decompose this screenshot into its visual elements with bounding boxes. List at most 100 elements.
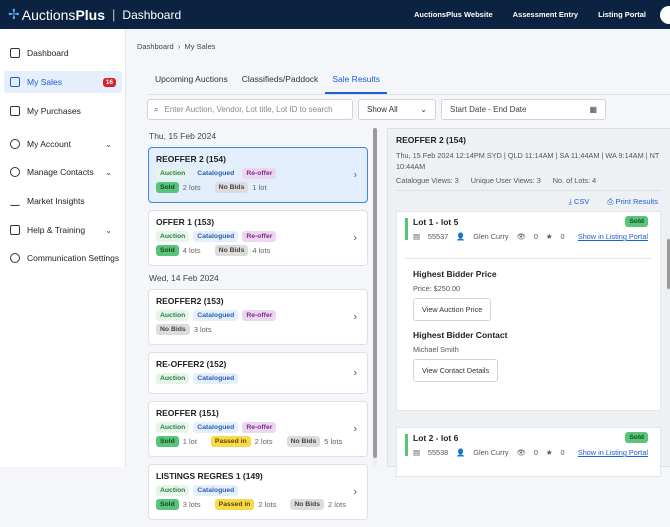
tab-upcoming-auctions[interactable]: Upcoming Auctions xyxy=(155,74,228,84)
status-bar xyxy=(405,434,408,456)
reoffer-tag: Re-offer xyxy=(242,310,277,321)
print-results-button[interactable]: ⎙ Print Results xyxy=(607,197,658,207)
status-badge: Sold xyxy=(625,216,648,227)
search-input[interactable]: ⌕ Enter Auction, Vendor, Lot title, Lot I… xyxy=(147,99,353,120)
link-listing-portal[interactable]: Listing Portal xyxy=(598,10,646,19)
tag-row: Auction Catalogued xyxy=(156,373,360,384)
sold-tag: Sold xyxy=(156,436,179,447)
show-filter-select[interactable]: Show All ⌄ xyxy=(358,99,436,120)
sidebar-item-communication-settings[interactable]: Communication Settings xyxy=(4,247,122,269)
bag-icon xyxy=(10,106,20,116)
reoffer-tag: Re-offer xyxy=(242,231,277,242)
star-icon: ★ xyxy=(545,232,553,241)
date-range-input[interactable]: Start Date - End Date ▦ xyxy=(441,99,606,120)
section-title: Dashboard xyxy=(122,7,182,22)
link-assessment[interactable]: Assessment Entry xyxy=(512,10,579,19)
user-icon: 👤 xyxy=(456,448,466,457)
logo[interactable]: ✢ Auctions Plus xyxy=(8,6,105,23)
auction-tag: Auction xyxy=(156,485,190,496)
sale-card[interactable]: REOFFER (151) Auction Catalogued Re-offer So… xyxy=(148,401,368,457)
calendar-icon: ▦ xyxy=(589,105,597,114)
sale-title: REOFFER (151) xyxy=(156,408,219,418)
sale-card[interactable]: OFFER 1 (153) Auction Catalogued Re-offer So… xyxy=(148,210,368,266)
chevron-right-icon: › xyxy=(353,367,357,379)
label: Help & Training xyxy=(27,225,86,235)
show-in-listing-portal-link[interactable]: Show in Listing Portal xyxy=(577,448,648,457)
tag-row: Auction Catalogued xyxy=(156,485,360,496)
label: My Account xyxy=(27,139,71,149)
csv-label: CSV xyxy=(573,197,590,206)
csv-button[interactable]: ⤓ CSV xyxy=(569,197,590,207)
reoffer-tag: Re-offer xyxy=(242,168,277,179)
sidebar-item-help-training[interactable]: Help & Training ⌄ xyxy=(4,219,122,241)
list-icon xyxy=(10,77,20,87)
lot-user: Glen Curry xyxy=(473,232,509,241)
sale-card[interactable]: REOFFER2 (153) Auction Catalogued Re-offer N… xyxy=(148,289,368,345)
sidebar-item-manage-contacts[interactable]: Manage Contacts ⌄ xyxy=(4,161,122,183)
doc-icon: ▤ xyxy=(413,232,420,241)
sidebar-item-dashboard[interactable]: Dashboard xyxy=(4,42,122,64)
sold-tag: Sold xyxy=(156,182,179,193)
sidebar-item-my-purchases[interactable]: My Purchases xyxy=(4,100,122,122)
catalogued-tag: Catalogued xyxy=(193,168,239,179)
tag-row: Auction Catalogued Re-offer xyxy=(156,168,360,179)
sidebar-item-market-insights[interactable]: Market Insights xyxy=(4,190,122,212)
tab-sale-results[interactable]: Sale Results xyxy=(325,72,388,94)
no-bids-tag: No Bids xyxy=(214,182,249,193)
lot-count: No. of Lots: 4 xyxy=(552,176,597,185)
lot-card: Lot 2 - lot 6 Sold ▤ 55538 👤 Glen Curry 👁 0 ★ 0… xyxy=(396,427,661,477)
label: Dashboard xyxy=(27,48,69,58)
avatar[interactable] xyxy=(660,6,670,24)
passed-count: 2 lots xyxy=(258,500,277,509)
sale-title: RE-OFFER2 (152) xyxy=(156,359,227,369)
date-label: Wed, 14 Feb 2024 xyxy=(149,273,219,283)
catalogued-tag: Catalogued xyxy=(193,310,239,321)
view-auction-price-button[interactable]: View Auction Price xyxy=(413,298,492,321)
lot-title: Lot 2 - lot 6 xyxy=(413,433,459,443)
result-row: Sold 1 lot Passed in 2 lots No Bids 5 lots xyxy=(156,436,360,447)
sidebar-item-my-account[interactable]: My Account ⌄ xyxy=(4,133,122,155)
show-in-listing-portal-link[interactable]: Show in Listing Portal xyxy=(577,232,648,241)
auction-tag: Auction xyxy=(156,310,190,321)
tab-classifieds[interactable]: Classifieds/Paddock xyxy=(241,74,319,84)
no-bids-tag: No Bids xyxy=(290,499,325,510)
catalogued-tag: Catalogued xyxy=(193,231,239,242)
price-heading: Highest Bidder Price xyxy=(413,269,497,279)
auction-tag: Auction xyxy=(156,422,190,433)
list-scrollbar[interactable] xyxy=(373,128,377,467)
stars: 0 xyxy=(560,232,565,241)
sale-title: REOFFER2 (153) xyxy=(156,296,224,306)
lot-card: Lot 1 - lot 5 Sold ▤ 55537 👤 Glen Curry 👁 0 ★ 0… xyxy=(396,211,661,411)
sold-count: 2 lots xyxy=(182,183,201,192)
printer-icon: ⎙ xyxy=(607,197,616,206)
detail-scrollbar[interactable] xyxy=(667,239,670,289)
sale-card[interactable]: REOFFER 2 (154) Auction Catalogued Re-offer… xyxy=(148,147,368,203)
show-value: Show All xyxy=(367,105,398,114)
link-website[interactable]: AuctionsPlus Website xyxy=(413,10,493,19)
user-icon: 👤 xyxy=(456,232,466,241)
sold-count: 4 lots xyxy=(182,246,201,255)
result-row: No Bids 3 lots xyxy=(156,324,360,335)
lot-user: Glen Curry xyxy=(473,448,509,457)
auction-tag: Auction xyxy=(156,373,190,384)
sale-card[interactable]: LISTINGS REGRES 1 (149) Auction Catalogued… xyxy=(148,464,368,520)
sale-title: REOFFER 2 (154) xyxy=(156,154,226,164)
gear-icon xyxy=(10,253,20,263)
passed-in-tag: Passed in xyxy=(214,499,255,510)
chevron-down-icon: ⌄ xyxy=(105,225,112,235)
sale-title: LISTINGS REGRES 1 (149) xyxy=(156,471,263,481)
trend-icon xyxy=(10,196,20,206)
sidebar-item-my-sales[interactable]: My Sales 16 xyxy=(4,71,122,93)
search-placeholder: Enter Auction, Vendor, Lot title, Lot ID… xyxy=(164,105,333,114)
no-bids-tag: No Bids xyxy=(156,324,190,335)
no-bids-count: 2 lots xyxy=(328,500,346,509)
grid-icon xyxy=(10,48,20,58)
tag-row: Auction Catalogued Re-offer xyxy=(156,422,360,433)
breadcrumb-dashboard[interactable]: Dashboard xyxy=(137,42,174,51)
no-bids-tag: No Bids xyxy=(286,436,321,447)
sale-card[interactable]: RE-OFFER2 (152) Auction Catalogued › xyxy=(148,352,368,394)
view-contact-details-button[interactable]: View Contact Details xyxy=(413,359,499,382)
label: Communication Settings xyxy=(27,253,120,263)
breadcrumb-current: My Sales xyxy=(184,42,216,51)
status-badge: Sold xyxy=(625,432,648,443)
